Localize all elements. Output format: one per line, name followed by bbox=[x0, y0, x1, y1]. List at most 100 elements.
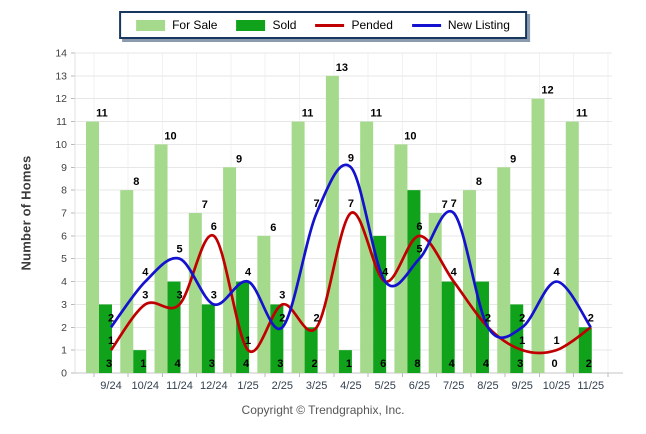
for-sale-value-label: 9 bbox=[510, 153, 516, 165]
bar-sold bbox=[133, 350, 147, 373]
for-sale-value-label: 8 bbox=[476, 176, 482, 188]
pended-value-label: 3 bbox=[142, 289, 148, 301]
bar-sold bbox=[441, 281, 455, 373]
new-listing-value-label: 9 bbox=[348, 152, 354, 164]
new-listing-value-label: 5 bbox=[176, 244, 182, 256]
pended-value-label: 2 bbox=[485, 312, 491, 324]
legend-item-new-listing: New Listing bbox=[411, 18, 510, 32]
x-axis-tick-label: 5/25 bbox=[374, 380, 395, 392]
x-axis-tick-label: 9/25 bbox=[512, 380, 533, 392]
x-axis-tick-label: 9/24 bbox=[100, 380, 121, 392]
new-listing-value-label: 4 bbox=[142, 267, 149, 279]
sold-swatch-icon bbox=[236, 19, 266, 31]
bar-sold bbox=[407, 190, 421, 373]
new-listing-value-label: 4 bbox=[553, 267, 560, 279]
sold-value-label: 4 bbox=[243, 358, 250, 370]
y-axis-tick-label: 13 bbox=[55, 70, 67, 82]
x-axis-tick-label: 4/25 bbox=[340, 380, 361, 392]
bar-sold bbox=[304, 327, 318, 373]
bar-for-sale bbox=[462, 190, 476, 373]
new-listing-value-label: 2 bbox=[108, 312, 114, 324]
sold-value-label: 0 bbox=[551, 358, 557, 370]
bar-for-sale bbox=[360, 121, 374, 373]
pended-value-label: 3 bbox=[176, 289, 182, 301]
bar-sold bbox=[236, 281, 250, 373]
sold-value-label: 1 bbox=[140, 358, 146, 370]
new-listing-value-label: 5 bbox=[416, 244, 422, 256]
for-sale-value-label: 9 bbox=[236, 153, 242, 165]
pended-value-label: 7 bbox=[348, 198, 354, 210]
x-axis-tick-label: 6/25 bbox=[409, 380, 430, 392]
for-sale-value-label: 10 bbox=[164, 130, 176, 142]
bar-for-sale bbox=[394, 144, 408, 373]
y-axis-tick-label: 1 bbox=[61, 345, 67, 357]
y-axis-tick-label: 11 bbox=[56, 116, 67, 128]
y-axis-tick-label: 14 bbox=[55, 48, 67, 60]
for-sale-value-label: 7 bbox=[442, 199, 448, 211]
copyright-text: Copyright © Trendgraphix, Inc. bbox=[241, 403, 405, 417]
bar-for-sale bbox=[86, 121, 99, 373]
for-sale-value-label: 10 bbox=[404, 130, 416, 142]
y-axis-tick-label: 3 bbox=[61, 299, 67, 311]
pended-value-label: 2 bbox=[588, 312, 594, 324]
legend-label-pended: Pended bbox=[351, 18, 393, 32]
for-sale-value-label: 7 bbox=[202, 199, 208, 211]
bar-for-sale bbox=[428, 213, 442, 373]
bar-sold bbox=[99, 304, 112, 373]
x-axis-tick-label: 10/25 bbox=[543, 380, 571, 392]
legend-item-pended: Pended bbox=[315, 18, 393, 32]
for-sale-value-label: 12 bbox=[541, 85, 553, 97]
bar-sold bbox=[201, 304, 215, 373]
sold-value-label: 4 bbox=[483, 358, 490, 370]
legend-item-sold: Sold bbox=[236, 18, 296, 32]
new-listing-line bbox=[109, 163, 592, 340]
new-listing-value-label: 3 bbox=[211, 289, 217, 301]
x-axis-tick-label: 7/25 bbox=[443, 380, 464, 392]
legend: For Sale Sold Pended New Listing bbox=[119, 11, 527, 39]
y-axis-tick-label: 8 bbox=[61, 185, 67, 197]
pended-value-label: 4 bbox=[451, 267, 458, 279]
pended-value-label: 6 bbox=[416, 221, 422, 233]
for-sale-value-label: 11 bbox=[96, 108, 108, 120]
x-axis-tick-label: 1/25 bbox=[237, 380, 258, 392]
sold-value-label: 2 bbox=[312, 358, 318, 370]
y-axis-tick-label: 9 bbox=[61, 162, 67, 174]
x-axis-tick-label: 11/25 bbox=[577, 380, 604, 392]
bar-for-sale bbox=[497, 167, 511, 373]
bar-for-sale bbox=[531, 98, 545, 373]
sold-value-label: 3 bbox=[517, 358, 523, 370]
sold-value-label: 3 bbox=[209, 358, 215, 370]
sold-value-label: 6 bbox=[380, 358, 386, 370]
sold-value-label: 8 bbox=[414, 358, 420, 370]
pended-value-label: 1 bbox=[519, 335, 525, 347]
for-sale-value-label: 11 bbox=[370, 108, 382, 120]
x-axis-tick-label: 2/25 bbox=[272, 380, 293, 392]
bar-sold bbox=[270, 304, 284, 373]
for-sale-value-label: 11 bbox=[302, 108, 314, 120]
x-axis-tick-label: 3/25 bbox=[306, 380, 327, 392]
sold-value-label: 2 bbox=[586, 358, 592, 370]
for-sale-value-label: 6 bbox=[270, 222, 276, 234]
pended-value-label: 1 bbox=[245, 335, 251, 347]
legend-item-for-sale: For Sale bbox=[136, 18, 217, 32]
new-listing-value-label: 2 bbox=[519, 312, 525, 324]
y-axis-tick-label: 12 bbox=[55, 93, 67, 105]
sold-value-label: 3 bbox=[277, 358, 283, 370]
pended-value-label: 4 bbox=[382, 267, 389, 279]
y-axis-tick-label: 4 bbox=[61, 276, 67, 288]
new-listing-swatch-icon bbox=[411, 23, 441, 27]
new-listing-value-label: 4 bbox=[245, 267, 252, 279]
bar-for-sale bbox=[325, 75, 339, 373]
bar-for-sale bbox=[120, 190, 134, 373]
y-axis-tick-label: 6 bbox=[61, 230, 67, 242]
bar-sold bbox=[338, 350, 352, 373]
for-sale-value-label: 13 bbox=[336, 62, 348, 74]
sold-value-label: 3 bbox=[106, 358, 112, 370]
bar-for-sale bbox=[565, 121, 579, 373]
pended-value-label: 1 bbox=[553, 335, 559, 347]
bar-sold bbox=[167, 281, 181, 373]
pended-value-label: 6 bbox=[211, 221, 217, 233]
legend-label-sold: Sold bbox=[272, 18, 297, 32]
